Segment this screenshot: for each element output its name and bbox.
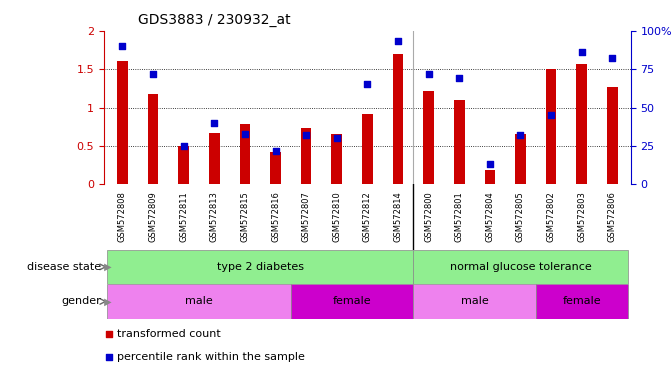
Bar — [240, 124, 250, 184]
Text: GSM572809: GSM572809 — [148, 192, 158, 242]
Bar — [536, 284, 627, 319]
Point — [270, 147, 281, 154]
Point — [546, 112, 556, 118]
Bar — [393, 54, 403, 184]
Bar — [607, 87, 618, 184]
Bar — [107, 284, 291, 319]
Bar — [362, 114, 372, 184]
Point — [515, 132, 526, 138]
Text: GSM572802: GSM572802 — [547, 192, 556, 242]
Bar — [576, 64, 587, 184]
Text: GSM572815: GSM572815 — [240, 192, 250, 242]
Bar — [178, 146, 189, 184]
Bar — [515, 134, 526, 184]
Point — [178, 143, 189, 149]
Point — [484, 161, 495, 167]
Text: GSM572805: GSM572805 — [516, 192, 525, 242]
Point — [209, 120, 219, 126]
Bar — [454, 100, 464, 184]
Text: GDS3883 / 230932_at: GDS3883 / 230932_at — [138, 13, 290, 27]
Text: GSM572808: GSM572808 — [118, 192, 127, 242]
Text: male: male — [185, 296, 213, 306]
Text: female: female — [333, 296, 371, 306]
Bar — [209, 133, 219, 184]
Bar — [484, 170, 495, 184]
Point — [312, 28, 323, 35]
Bar — [423, 91, 434, 184]
Bar — [148, 94, 158, 184]
Text: type 2 diabetes: type 2 diabetes — [217, 262, 304, 272]
Point — [301, 132, 311, 138]
Text: male: male — [461, 296, 488, 306]
Bar — [270, 152, 281, 184]
Bar — [107, 250, 413, 284]
Point — [240, 131, 250, 137]
Text: GSM572807: GSM572807 — [302, 192, 311, 242]
Text: gender: gender — [61, 296, 101, 306]
Text: ▶: ▶ — [101, 296, 112, 306]
Text: GSM572810: GSM572810 — [332, 192, 342, 242]
Text: normal glucose tolerance: normal glucose tolerance — [450, 262, 591, 272]
Point — [607, 55, 618, 61]
Text: disease state: disease state — [27, 262, 101, 272]
Text: GSM572804: GSM572804 — [485, 192, 495, 242]
Text: GSM572803: GSM572803 — [577, 192, 586, 242]
Text: GSM572801: GSM572801 — [455, 192, 464, 242]
Text: GSM572813: GSM572813 — [210, 192, 219, 242]
Point — [331, 135, 342, 141]
Point — [117, 43, 127, 49]
Bar — [301, 128, 311, 184]
Text: GSM572811: GSM572811 — [179, 192, 188, 242]
Text: female: female — [562, 296, 601, 306]
Bar — [413, 284, 536, 319]
Text: ▶: ▶ — [101, 262, 112, 272]
Point — [454, 75, 464, 81]
Point — [148, 71, 158, 77]
Bar — [117, 61, 127, 184]
Point — [362, 81, 372, 88]
Bar — [546, 69, 556, 184]
Text: transformed count: transformed count — [117, 329, 221, 339]
Point — [393, 38, 403, 45]
Point — [423, 71, 434, 77]
Text: GSM572814: GSM572814 — [393, 192, 403, 242]
Point — [312, 238, 323, 244]
Text: GSM572806: GSM572806 — [608, 192, 617, 242]
Text: GSM572816: GSM572816 — [271, 192, 280, 242]
Bar — [331, 134, 342, 184]
Text: percentile rank within the sample: percentile rank within the sample — [117, 352, 305, 362]
Bar — [291, 284, 413, 319]
Text: GSM572812: GSM572812 — [363, 192, 372, 242]
Text: GSM572800: GSM572800 — [424, 192, 433, 242]
Bar — [413, 250, 627, 284]
Point — [576, 49, 587, 55]
